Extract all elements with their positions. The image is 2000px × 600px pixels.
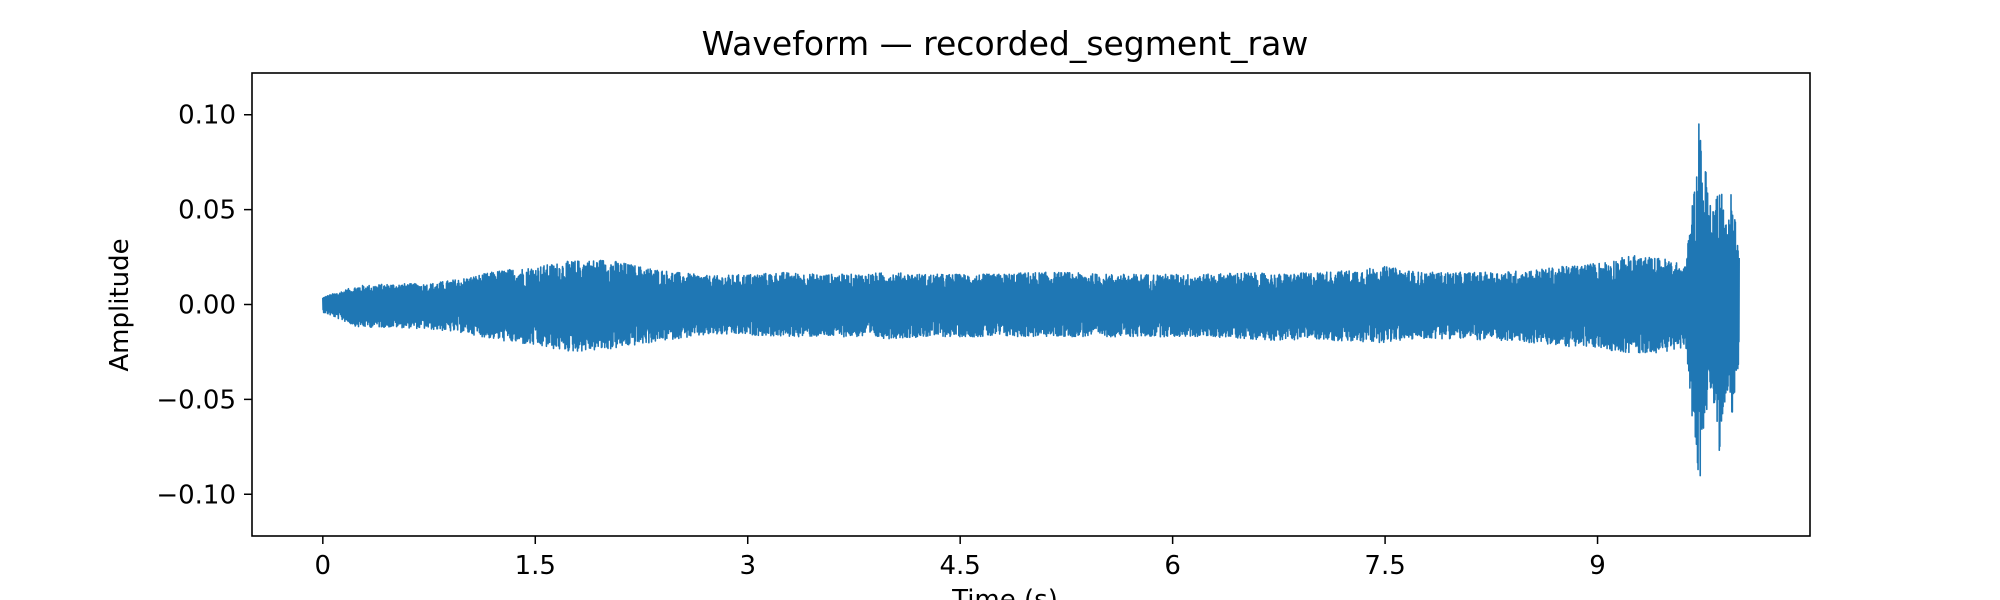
- x-tick-label: 3: [739, 551, 756, 581]
- plot-frame: [251, 72, 1811, 537]
- plot-area: [322, 123, 1740, 477]
- y-tick-label: 0.00: [178, 291, 236, 321]
- chart-title: Waveform — recorded_segment_raw: [702, 24, 1309, 63]
- y-tick-label: 0.10: [178, 101, 236, 131]
- y-axis-label: Amplitude: [105, 238, 135, 371]
- x-tick-label: 1.5: [515, 551, 556, 581]
- x-tick-label: 9: [1589, 551, 1606, 581]
- x-tick-label: 0: [315, 551, 332, 581]
- waveform-series-line: [322, 123, 1740, 477]
- x-axis: 0 1.5 3 4.5 6 7.5 9: [315, 536, 1606, 581]
- x-axis-label: Time (s): [951, 585, 1058, 600]
- y-tick-label: −0.10: [156, 480, 236, 510]
- y-tick-label: 0.05: [178, 196, 236, 226]
- y-tick-label: −0.05: [156, 385, 236, 415]
- y-axis: 0.10 0.05 0.00 −0.05 −0.10: [156, 101, 252, 510]
- x-tick-label: 7.5: [1364, 551, 1405, 581]
- x-tick-label: 6: [1164, 551, 1181, 581]
- x-tick-label: 4.5: [940, 551, 981, 581]
